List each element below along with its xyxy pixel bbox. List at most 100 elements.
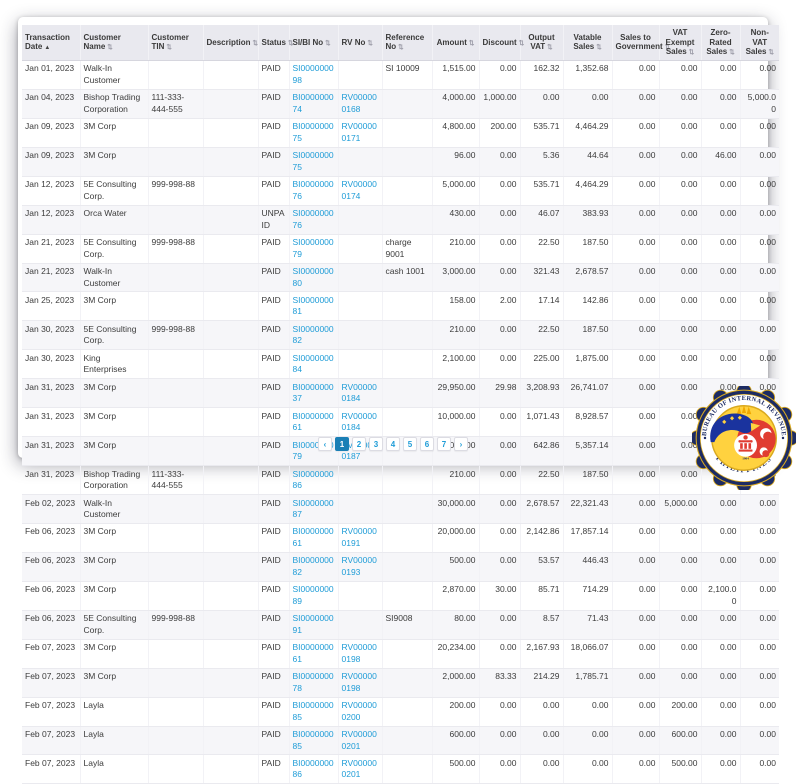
column-header-vat_exempt[interactable]: VAT Exempt Sales ⇅ [659,25,702,61]
table-row: Feb 06, 2023 5E Consulting Corp. 999-998-8… [22,610,779,640]
column-header-status[interactable]: Status ⇅ [258,25,293,61]
column-header-name[interactable]: Customer Name ⇅ [80,25,149,61]
cell-desc [203,726,259,756]
rv-link[interactable]: RV000000193 [341,555,377,577]
sibi-link[interactable]: SI000000080 [292,266,334,288]
column-header-desc[interactable]: Description ⇅ [203,25,259,61]
rv-link[interactable]: RV000000184 [341,410,377,433]
cell-vatable: 0.00 [563,726,613,756]
column-label: VAT Exempt Sales [665,28,695,57]
cell-vat_exempt: 0.00 [659,349,702,380]
column-header-date[interactable]: Transaction Date ▲ [22,25,81,61]
column-header-amount[interactable]: Amount ⇅ [432,25,480,61]
cell-rv: RV000000198 [338,668,383,698]
cell-desc [203,89,259,119]
column-header-discount[interactable]: Discount ⇅ [479,25,524,61]
cell-non_vat: 0.00 [740,263,779,293]
rv-link[interactable]: RV000000191 [341,526,377,548]
column-header-tin[interactable]: Customer TIN ⇅ [148,25,204,61]
cell-non_vat: 0.00 [740,754,779,784]
rv-link[interactable]: RV000000200 [341,700,377,722]
bir-seal-icon: BUREAU OF INTERNAL REVENUE PHILIPPINES [689,383,799,493]
cell-discount: 0.00 [479,726,521,756]
sibi-link[interactable]: SI000000098 [292,63,334,85]
sibi-link[interactable]: SI000000081 [292,294,334,317]
pagination-page-5[interactable]: 5 [403,437,417,451]
cell-status: PAID [258,639,290,669]
pagination-page-1[interactable]: 1 [335,437,349,451]
pagination-page-6[interactable]: 6 [420,437,434,451]
cell-amount: 2,100.00 [432,349,480,380]
sibi-link[interactable]: SI000000075 [292,150,334,172]
rv-link[interactable]: RV000000171 [341,121,377,143]
column-header-non_vat[interactable]: Non-VAT Sales ⇅ [740,25,779,61]
cell-vatable: 187.50 [563,320,613,351]
rv-link[interactable]: RV000000201 [341,729,377,751]
cell-status: PAID [258,234,290,264]
table-row: Jan 31, 2023 Bishop Trading Corporation 11… [22,465,779,496]
cell-output_vat: 3,208.93 [520,378,564,409]
cell-date: Jan 12, 2023 [22,176,81,206]
cell-date: Jan 01, 2023 [22,60,81,90]
column-header-zero_rated[interactable]: Zero-Rated Sales ⇅ [701,25,741,61]
cell-zero_rated: 46.00 [701,147,741,177]
sibi-link[interactable]: BI000000061 [292,642,334,664]
rv-link[interactable]: RV000000201 [341,757,377,780]
table-row: Jan 30, 2023 King Enterprises PAID SI000000… [22,349,779,380]
pagination-next-icon[interactable]: › [454,437,468,451]
sibi-link[interactable]: BI000000076 [292,179,334,201]
column-header-vatable[interactable]: Vatable Sales ⇅ [563,25,613,61]
cell-name: 3M Corp [80,378,149,409]
sibi-link[interactable]: BI000000061 [292,410,334,433]
sibi-link[interactable]: SI000000084 [292,352,334,375]
pagination-page-3[interactable]: 3 [369,437,383,451]
rv-link[interactable]: RV000000174 [341,179,377,201]
sibi-link[interactable]: SI000000079 [292,237,334,259]
sibi-link[interactable]: BI000000085 [292,729,334,751]
sibi-link[interactable]: SI000000091 [292,613,334,635]
cell-zero_rated: 0.00 [701,349,741,380]
cell-vatable: 142.86 [563,291,613,322]
sibi-link[interactable]: BI000000061 [292,526,334,548]
sibi-link[interactable]: BI000000085 [292,700,334,722]
cell-output_vat: 2,167.93 [520,639,564,669]
rv-link[interactable]: RV000000198 [341,671,377,693]
table-row: Feb 07, 2023 Layla PAID BI000000085 RV000000… [22,697,779,727]
column-header-ref[interactable]: Reference No ⇅ [382,25,433,61]
cell-ref [382,726,433,756]
sibi-link[interactable]: SI000000087 [292,497,334,520]
pagination-prev-icon[interactable]: ‹ [318,437,332,451]
sibi-link[interactable]: BI000000079 [292,439,334,462]
sibi-link[interactable]: SI000000082 [292,323,334,346]
cell-amount: 500.00 [432,754,480,784]
sibi-link[interactable]: SI000000086 [292,468,334,491]
pagination-page-2[interactable]: 2 [352,437,366,451]
sort-icon: ⇅ [252,39,258,47]
sibi-link[interactable]: SI000000076 [292,208,334,230]
cell-desc [203,465,259,496]
column-header-output_vat[interactable]: Output VAT ⇅ [520,25,564,61]
sibi-link[interactable]: BI000000037 [292,381,334,404]
sibi-link[interactable]: BI000000075 [292,121,334,143]
sibi-link[interactable]: BI000000078 [292,671,334,693]
cell-sales_gov: 0.00 [612,320,660,351]
pagination-page-4[interactable]: 4 [386,437,400,451]
rv-link[interactable]: RV000000168 [341,92,377,114]
sibi-link[interactable]: SI000000089 [292,584,334,606]
cell-non_vat: 0.00 [740,523,779,553]
pagination-page-7[interactable]: 7 [437,437,451,451]
sibi-link[interactable]: BI000000082 [292,555,334,577]
column-header-rv[interactable]: RV No ⇅ [338,25,383,61]
cell-vatable: 714.29 [563,581,613,611]
rv-link[interactable]: RV000000184 [341,381,377,404]
cell-date: Feb 07, 2023 [22,726,81,756]
column-header-sales_gov[interactable]: Sales to Government⇅ [612,25,670,61]
cell-vatable: 1,352.68 [563,60,613,90]
cell-sales_gov: 0.00 [612,581,660,611]
sibi-link[interactable]: BI000000086 [292,757,334,780]
rv-link[interactable]: RV000000198 [341,642,377,664]
sibi-link[interactable]: BI000000074 [292,92,334,114]
column-header-sibi[interactable]: SI/BI No ⇅ [289,25,339,61]
table-row: Jan 30, 2023 5E Consulting Corp. 999-998-8… [22,320,779,351]
cell-ref [382,118,433,148]
